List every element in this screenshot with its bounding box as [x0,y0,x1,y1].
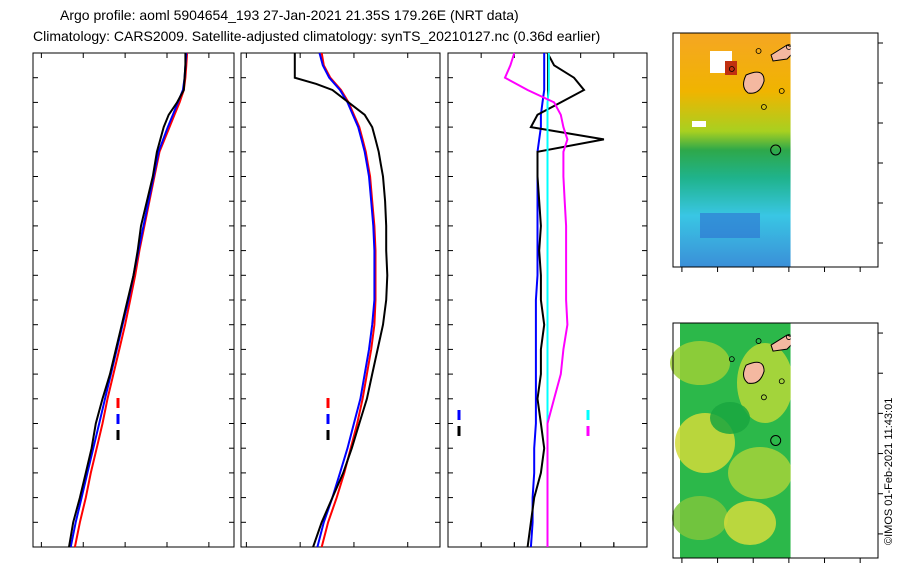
island-viti-levu [743,361,765,384]
no-data-area [790,33,878,267]
header-line2: Climatology: CARS2009. Satellite-adjuste… [33,28,600,44]
small-island [728,66,735,72]
series-line-climatology [320,52,377,548]
header-line1: Argo profile: aoml 5904654_193 27-Jan-20… [60,7,519,23]
imos-watermark: ©IMOS 01-Feb-2021 11:43:01 [883,398,895,545]
sla-anomaly-blob [710,402,750,434]
salinity-panel [240,52,441,548]
small-island [778,378,785,385]
series-line-Argo [293,53,389,548]
map-frame [672,322,879,559]
series-line-climatology [73,52,189,548]
sst-cool-patch [700,213,760,238]
sla-anomaly-blob [670,341,730,385]
island-viti-levu [743,71,765,94]
small-island [728,356,735,363]
plot-frame [32,52,235,548]
series-line-temperature-Argo [526,52,605,548]
small-island [761,394,767,401]
argo-position-marker [770,435,782,446]
series-line-temperature-satellite [529,53,546,548]
small-island [761,104,767,110]
sst-map [672,32,883,272]
sla-map [670,322,883,563]
series-line-Argo [68,53,187,548]
small-island [755,48,762,54]
sla-anomaly-blob [724,501,776,545]
map-frame [672,32,879,268]
series-line-salinity-Argo [503,52,569,547]
small-island [755,338,762,344]
small-island [778,88,785,94]
argo-position-marker [770,144,782,156]
sla-anomaly-blob [728,447,792,499]
temperature-panel [32,52,235,548]
sst-cloud-gap [692,121,706,127]
series-line-satellite-adj-clim- [316,52,376,548]
no-data-area [790,323,878,558]
sla-anomaly-blob [672,496,728,540]
sst-hot-spot [725,61,737,75]
difference-panel [447,52,648,548]
